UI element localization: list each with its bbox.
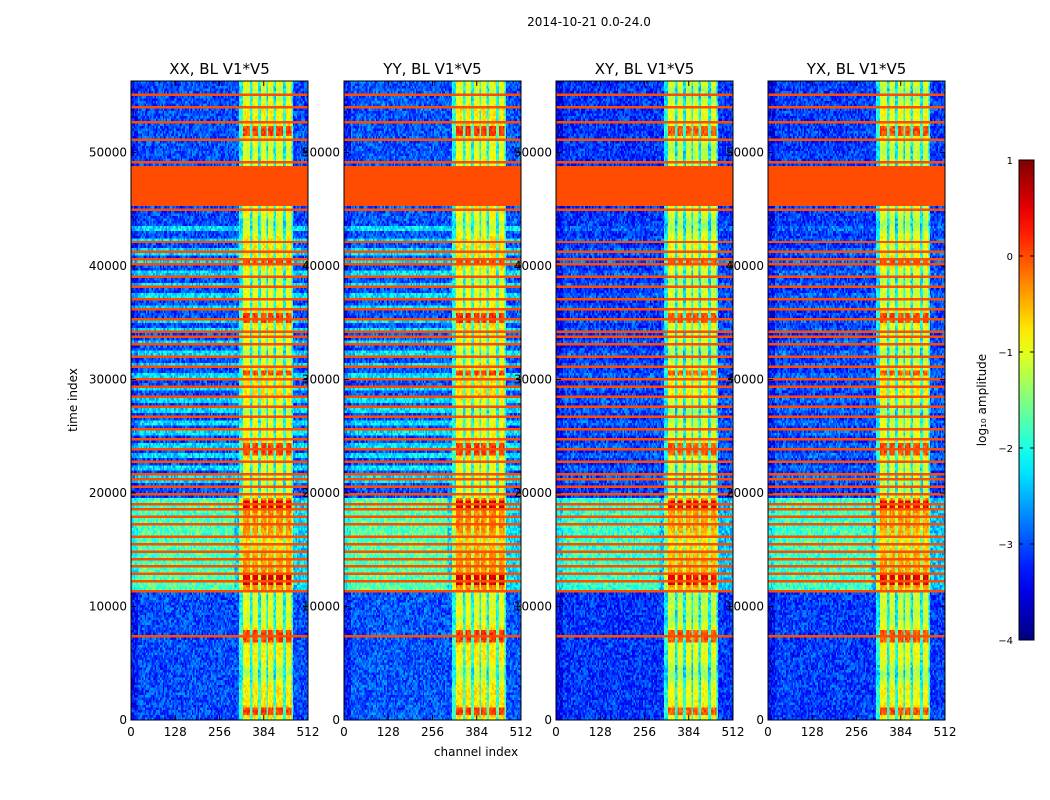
y-tick-label: 0 <box>544 713 552 727</box>
y-tick-label: 0 <box>119 713 127 727</box>
heatmap-xy <box>556 81 733 720</box>
colorbar-scale <box>1018 159 1035 641</box>
x-tick-label: 256 <box>208 725 231 739</box>
y-tick-label: 20000 <box>302 486 340 500</box>
x-tick-label: 384 <box>677 725 700 739</box>
colorbar-tick-label: 1 <box>1007 156 1013 167</box>
panel-yy: YY, BL V1*V5 0 128 256 384 512 0 10000 20000 3000… <box>302 60 533 739</box>
figure-suptitle: 2014-10-21 0.0-24.0 <box>527 15 651 29</box>
y-tick-label: 50000 <box>726 146 764 160</box>
panel-xx: XX, BL V1*V5 0 128 256 384 512 0 10000 20000 3000… <box>89 60 320 739</box>
y-tick-label: 40000 <box>726 259 764 273</box>
x-tick-label: 0 <box>127 725 135 739</box>
panel-title: YY, BL V1*V5 <box>382 60 481 78</box>
x-tick-label: 128 <box>377 725 400 739</box>
colorbar-tick-label: −3 <box>998 540 1013 551</box>
y-tick-label: 40000 <box>302 259 340 273</box>
x-tick-label: 384 <box>252 725 275 739</box>
y-axis-label: time index <box>66 368 80 432</box>
x-tick-label: 256 <box>633 725 656 739</box>
x-tick-label: 128 <box>801 725 824 739</box>
y-tick-label: 10000 <box>726 600 764 614</box>
y-tick-label: 10000 <box>89 600 127 614</box>
panel-title: YX, BL V1*V5 <box>806 60 907 78</box>
y-tick-label: 10000 <box>514 600 552 614</box>
panel-title: XX, BL V1*V5 <box>169 60 270 78</box>
colorbar-tick-label: −2 <box>998 444 1013 455</box>
colorbar-label: log₁₀ amplitude <box>975 354 989 446</box>
x-axis-label: channel index <box>434 745 518 759</box>
panel-yx: YX, BL V1*V5 0 128 256 384 512 0 10000 20000 3000… <box>726 60 957 739</box>
y-tick-label: 20000 <box>89 486 127 500</box>
y-tick-label: 0 <box>332 713 340 727</box>
y-tick-label: 10000 <box>302 600 340 614</box>
y-tick-label: 30000 <box>726 373 764 387</box>
y-tick-label: 50000 <box>302 146 340 160</box>
x-tick-label: 384 <box>465 725 488 739</box>
x-tick-label: 0 <box>552 725 560 739</box>
heatmap-yy <box>344 81 521 720</box>
x-tick-label: 0 <box>340 725 348 739</box>
y-tick-label: 40000 <box>89 259 127 273</box>
x-tick-label: 512 <box>934 725 957 739</box>
y-tick-label: 30000 <box>302 373 340 387</box>
panel-xy: XY, BL V1*V5 0 128 256 384 512 0 10000 20000 3000… <box>514 60 745 739</box>
heatmap-xx <box>131 81 308 720</box>
colorbar-tick-label: −4 <box>998 636 1013 647</box>
x-tick-label: 128 <box>589 725 612 739</box>
x-tick-label: 128 <box>164 725 187 739</box>
colorbar-tick-label: −1 <box>998 348 1013 359</box>
panel-title: XY, BL V1*V5 <box>595 60 695 78</box>
y-tick-label: 50000 <box>514 146 552 160</box>
x-tick-label: 0 <box>764 725 772 739</box>
x-tick-label: 384 <box>889 725 912 739</box>
x-tick-label: 512 <box>297 725 320 739</box>
y-tick-label: 20000 <box>514 486 552 500</box>
y-tick-label: 30000 <box>89 373 127 387</box>
x-tick-label: 256 <box>421 725 444 739</box>
colorbar-tick-label: 0 <box>1007 252 1013 263</box>
y-tick-label: 50000 <box>89 146 127 160</box>
y-tick-label: 30000 <box>514 373 552 387</box>
x-tick-label: 512 <box>722 725 745 739</box>
heatmap-yx <box>768 81 945 720</box>
x-tick-label: 512 <box>510 725 533 739</box>
y-tick-label: 20000 <box>726 486 764 500</box>
y-tick-label: 40000 <box>514 259 552 273</box>
colorbar: 1 0 −1 −2 −3 −4 log₁₀ amplitude <box>975 156 1035 647</box>
x-tick-label: 256 <box>845 725 868 739</box>
y-tick-label: 0 <box>756 713 764 727</box>
